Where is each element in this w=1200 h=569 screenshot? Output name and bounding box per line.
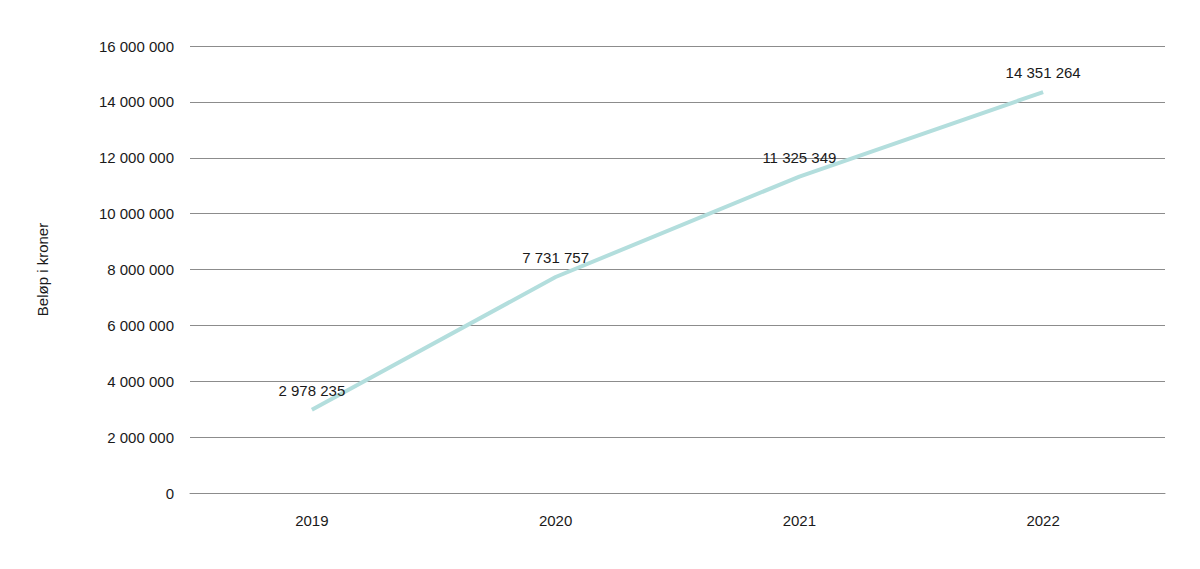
svg-text:2021: 2021 — [783, 512, 816, 529]
svg-text:2 978 235: 2 978 235 — [279, 382, 346, 399]
svg-text:2020: 2020 — [539, 512, 572, 529]
svg-text:11 325 349: 11 325 349 — [762, 149, 836, 166]
svg-text:12 000 000: 12 000 000 — [99, 149, 174, 166]
svg-text:4 000 000: 4 000 000 — [107, 373, 174, 390]
svg-text:2022: 2022 — [1026, 512, 1059, 529]
svg-text:14 351 264: 14 351 264 — [1006, 64, 1081, 81]
svg-text:16 000 000: 16 000 000 — [99, 38, 174, 55]
svg-text:14 000 000: 14 000 000 — [99, 93, 174, 110]
svg-text:6 000 000: 6 000 000 — [107, 317, 174, 334]
svg-text:2019: 2019 — [295, 512, 328, 529]
svg-text:2 000 000: 2 000 000 — [107, 429, 174, 446]
svg-text:10 000 000: 10 000 000 — [99, 205, 174, 222]
svg-text:8 000 000: 8 000 000 — [107, 261, 174, 278]
svg-text:0: 0 — [166, 485, 174, 502]
svg-text:7 731 757: 7 731 757 — [522, 249, 589, 266]
svg-text:Beløp i kroner: Beløp i kroner — [34, 223, 51, 316]
